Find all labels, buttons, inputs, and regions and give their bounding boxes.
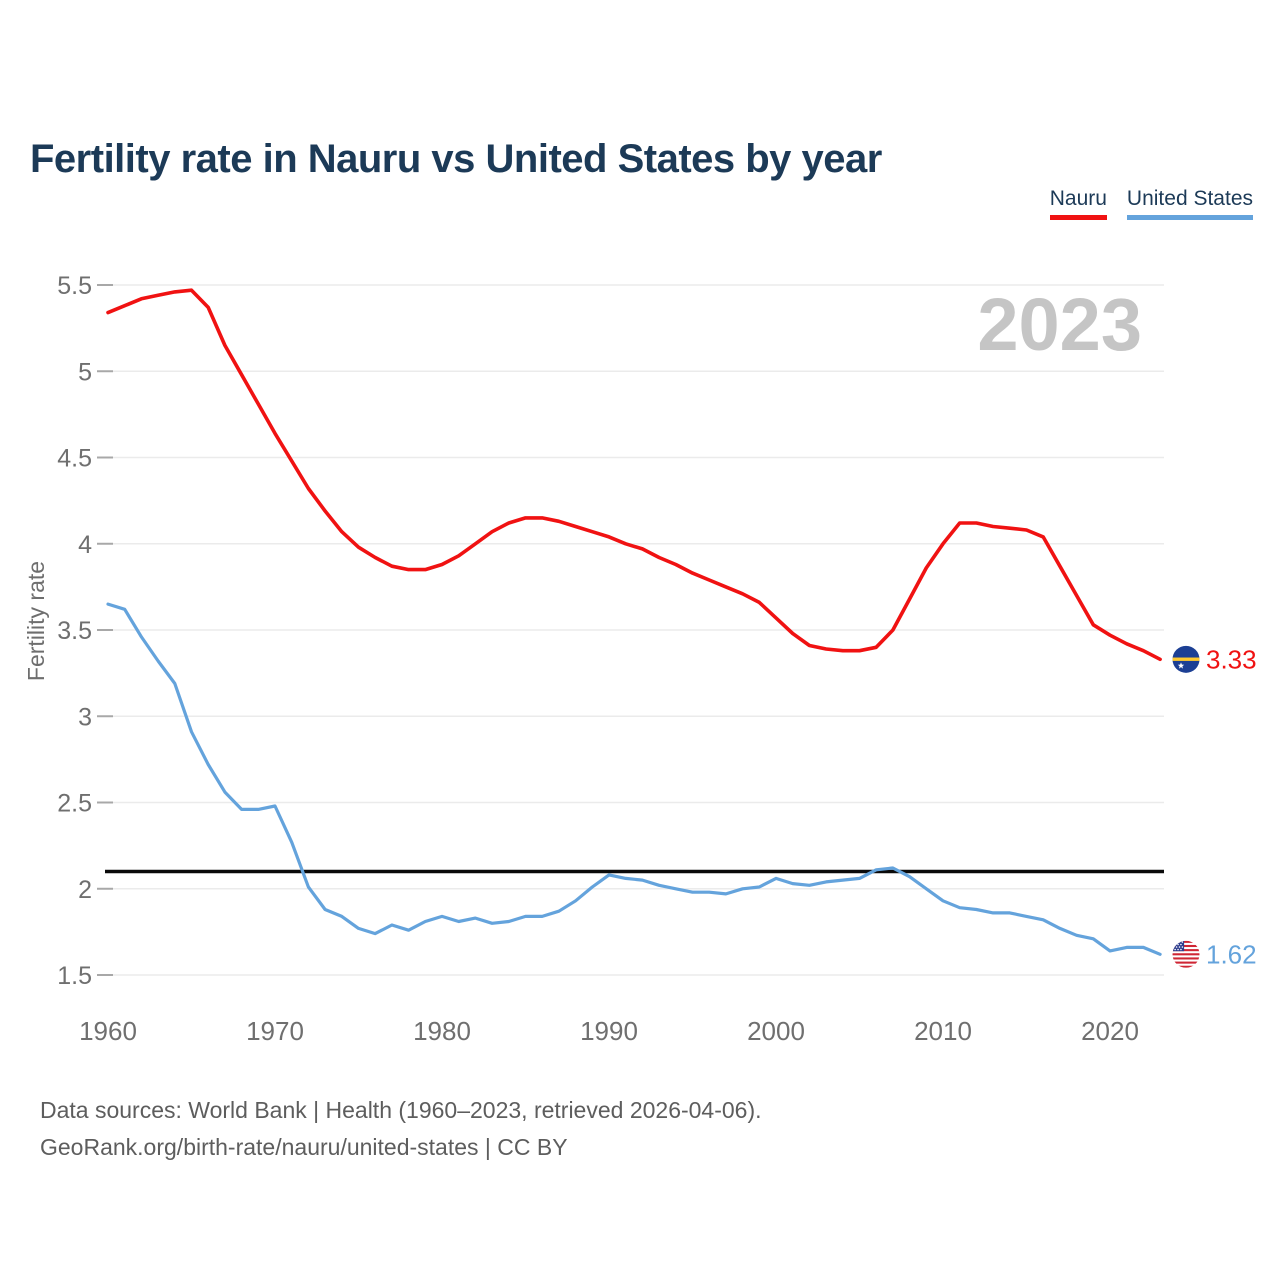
nauru-line <box>106 288 1162 662</box>
us-flag-stripe <box>1172 965 1200 968</box>
us-flag-star <box>1178 941 1181 943</box>
year-watermark: 2023 <box>977 283 1142 366</box>
legend-swatch-nauru <box>1049 215 1107 220</box>
us-flag-stripe <box>1172 957 1200 960</box>
legend-swatch-united-states <box>1126 215 1253 220</box>
united-states-line <box>106 602 1162 956</box>
x-tick-label: 2000 <box>747 1016 805 1046</box>
us-value-label: 1.62 <box>1206 939 1257 969</box>
gridlines: 5.5 5 4.5 4 3.5 3 2.5 2 1.5 <box>57 272 1164 990</box>
us-flag-art <box>1172 940 1200 968</box>
y-tick-label: 2 <box>78 876 92 904</box>
x-tick-label: 2020 <box>1081 1016 1139 1046</box>
us-flag-stripe <box>1172 944 1200 948</box>
page-title: Fertility rate in Nauru vs United States… <box>30 136 882 181</box>
us-flag-star <box>1177 943 1179 946</box>
us-flag-star <box>1172 941 1175 943</box>
legend-label-nauru: Nauru <box>1049 187 1107 210</box>
chart-legend: Nauru United States <box>1049 187 1253 220</box>
nauru-value-label: 3.33 <box>1206 644 1257 674</box>
us-flag-canton <box>1172 940 1185 952</box>
us-flag-star <box>1180 948 1182 951</box>
y-tick-label: 3.5 <box>57 617 92 645</box>
us-flag-icon <box>1172 940 1200 968</box>
us-flag-stripe <box>1172 961 1200 964</box>
us-flag-stripe <box>1172 940 1200 943</box>
us-flag-star <box>1174 943 1176 946</box>
us-flag-star <box>1180 943 1182 946</box>
y-tick-label: 4.5 <box>57 445 92 473</box>
y-tick-label: 1.5 <box>57 962 92 990</box>
us-flag-star <box>1175 941 1178 943</box>
y-tick-label: 4 <box>78 531 92 559</box>
us-flag-star <box>1175 946 1178 948</box>
y-axis-title: Fertility rate <box>23 561 49 681</box>
us-flag-star <box>1174 948 1176 951</box>
x-tick-label: 2010 <box>914 1016 972 1046</box>
fertility-chart[interactable]: 5.5 5 4.5 4 3.5 3 2.5 2 1.5 1960 1970 1980 1990 2000 2… <box>0 0 1280 1080</box>
us-flag-star <box>1172 946 1175 948</box>
us-flag-stripe <box>1172 949 1200 952</box>
nauru-flag-star <box>1177 662 1185 669</box>
y-tick-label: 5 <box>78 358 92 386</box>
us-flag-stripe <box>1172 953 1200 956</box>
x-tick-label: 1970 <box>246 1016 304 1046</box>
nauru-flag-art <box>1172 645 1200 673</box>
x-tick-label: 1990 <box>580 1016 638 1046</box>
data-sources-line2: GeoRank.org/birth-rate/nauru/united-stat… <box>40 1134 568 1160</box>
x-tick-label: 1980 <box>413 1016 471 1046</box>
x-tick-label: 1960 <box>79 1016 137 1046</box>
us-flag-star <box>1181 946 1184 948</box>
y-tick-label: 5.5 <box>57 272 92 300</box>
y-tick-label: 3 <box>78 703 92 731</box>
legend-item-nauru[interactable]: Nauru <box>1049 187 1107 220</box>
nauru-flag-stripe <box>1172 657 1200 661</box>
us-flag-star <box>1178 946 1181 948</box>
nauru-flag-icon <box>1172 645 1200 673</box>
y-tick-label: 2.5 <box>57 790 92 818</box>
data-sources: Data sources: World Bank | Health (1960–… <box>40 1092 762 1166</box>
legend-label-united-states: United States <box>1126 187 1253 210</box>
legend-item-united-states[interactable]: United States <box>1126 187 1253 220</box>
us-flag-star <box>1177 948 1179 951</box>
data-sources-line1: Data sources: World Bank | Health (1960–… <box>40 1097 762 1123</box>
us-flag-star <box>1181 941 1184 943</box>
